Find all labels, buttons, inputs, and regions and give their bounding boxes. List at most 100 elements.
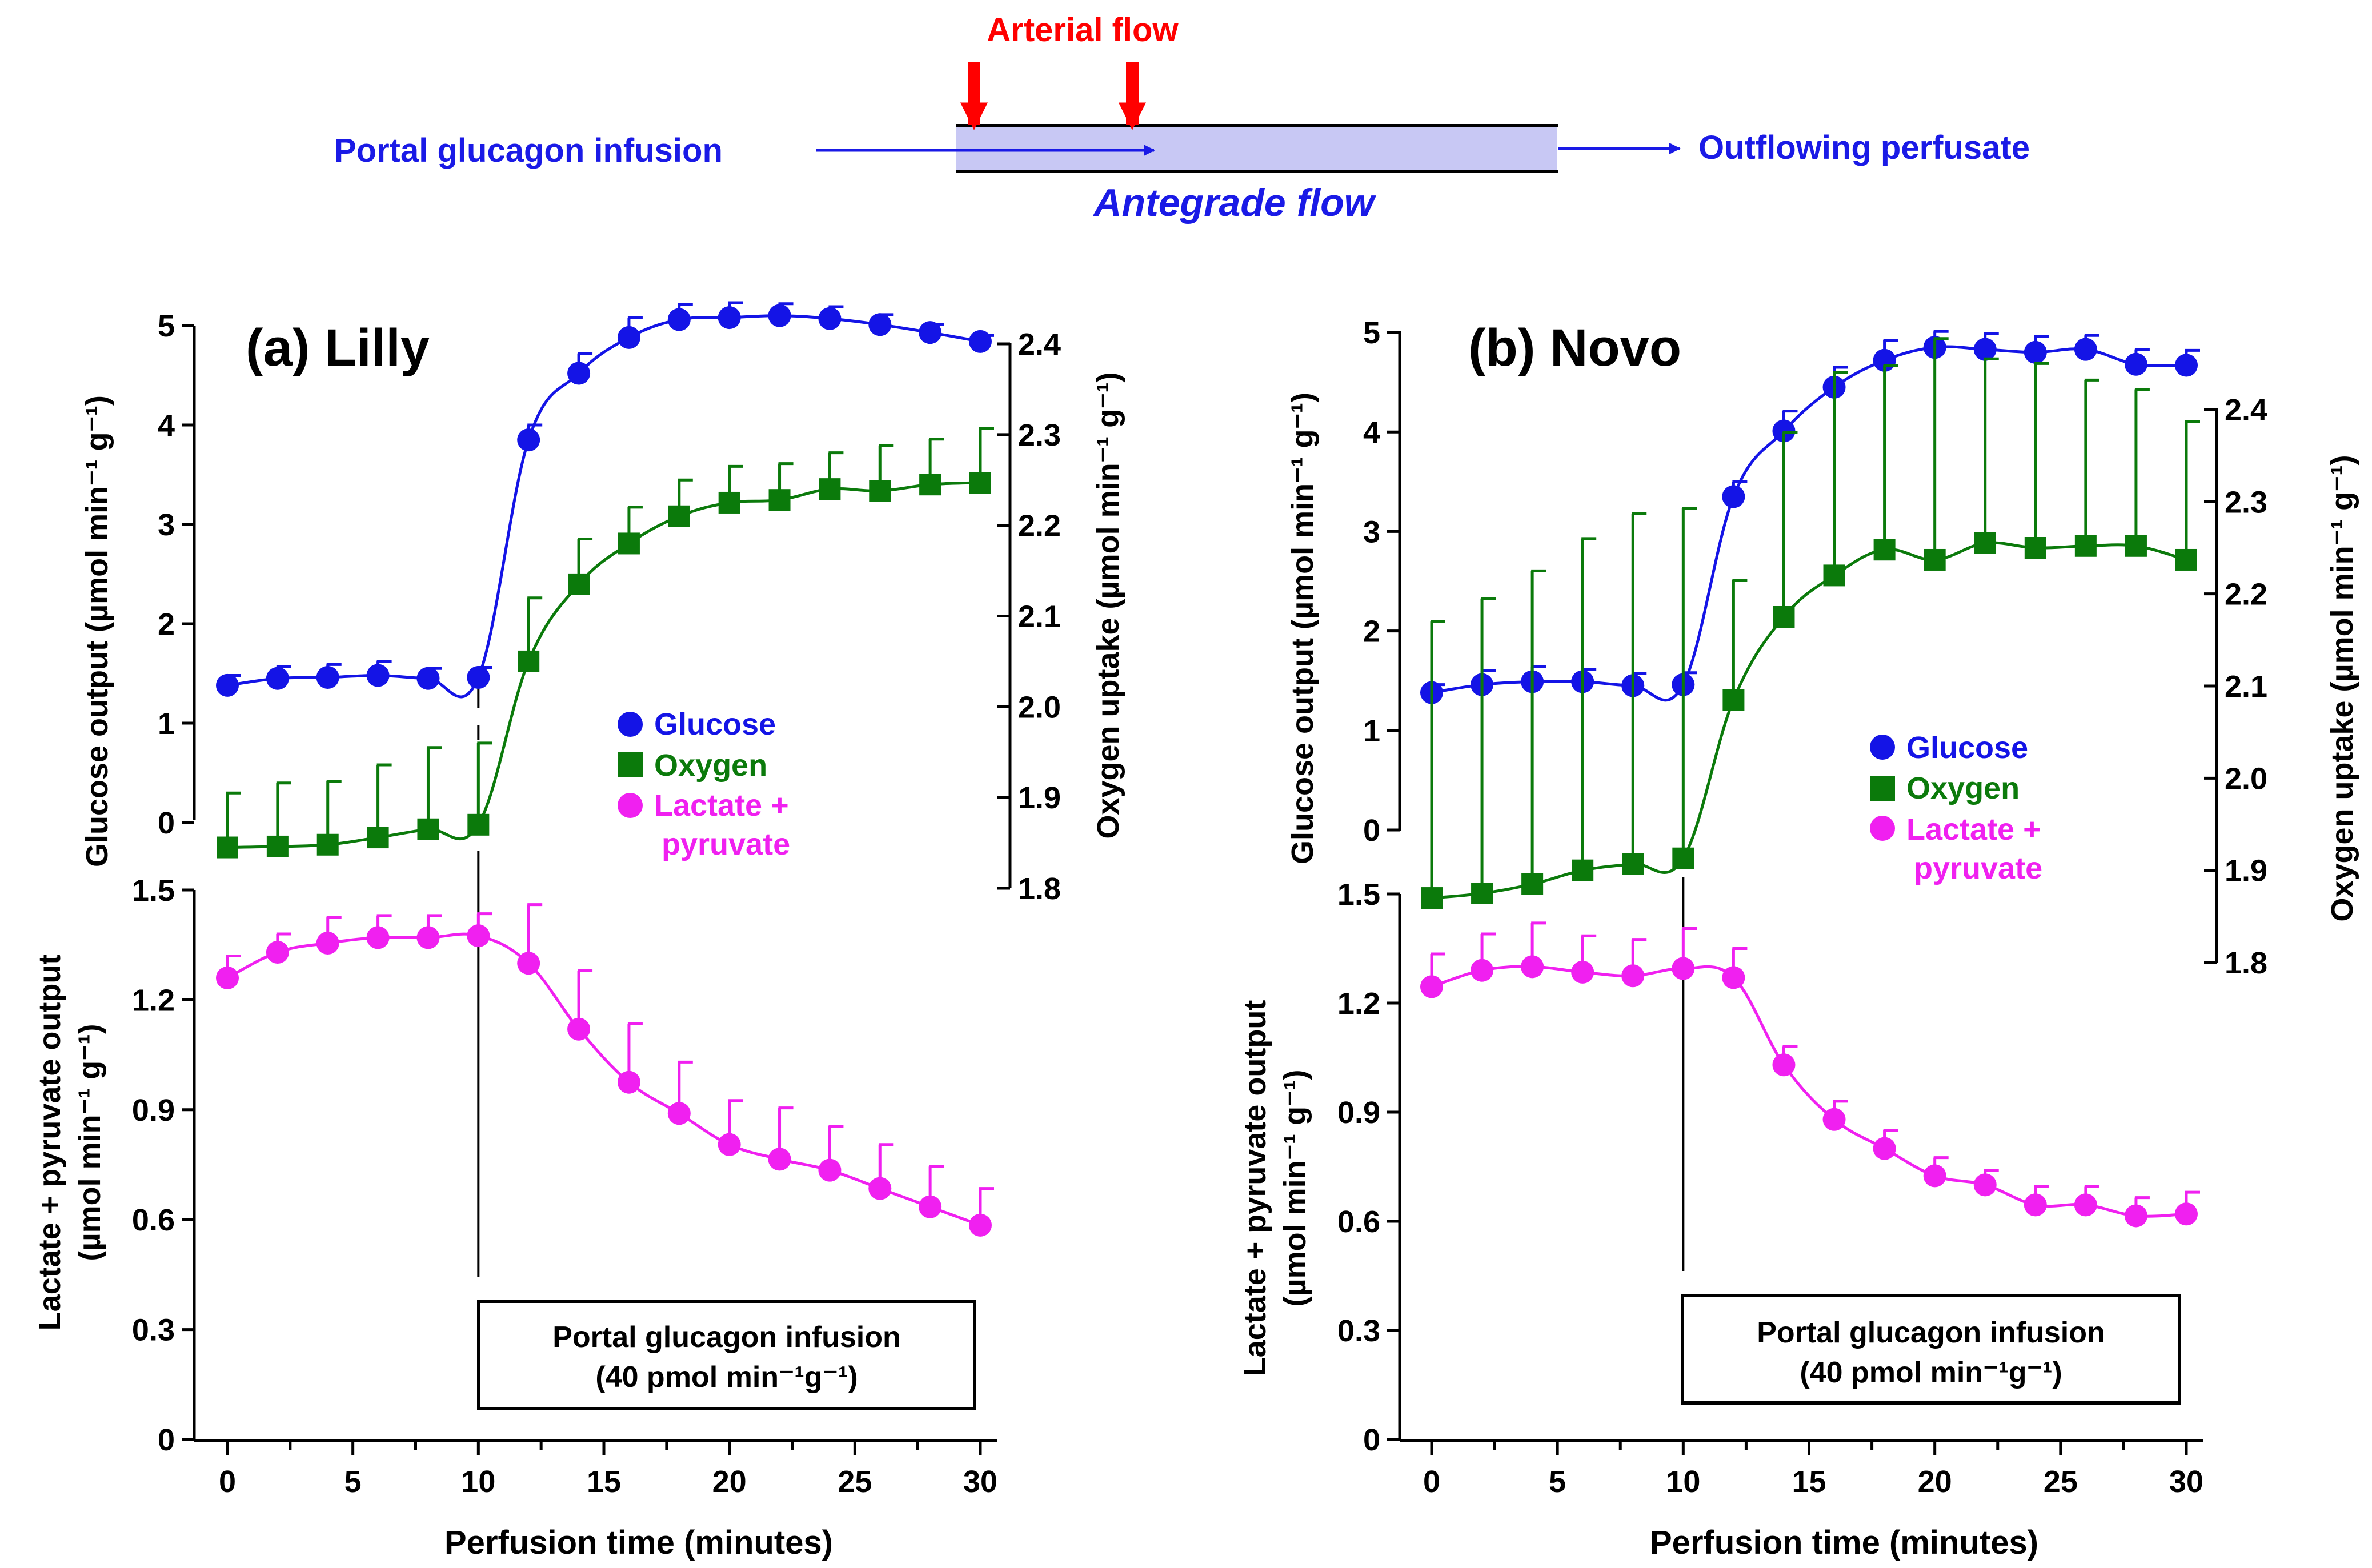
x-tick-label: 0 (1423, 1465, 1440, 1499)
lactate-point (2074, 1193, 2097, 1217)
x-tick-label: 15 (1792, 1465, 1826, 1499)
oxygen-point (1471, 883, 1493, 904)
oxygen-point (1873, 539, 1896, 561)
glucose-point (2074, 338, 2097, 361)
antegrade-flow-label: Antegrade flow (1092, 181, 1376, 224)
lactate-y-tick-label: 1.5 (1337, 877, 1380, 912)
oxygen-point (217, 836, 238, 859)
lactate-y-tick-label: 0.3 (1337, 1314, 1380, 1348)
legend-lactate-marker (1870, 816, 1895, 841)
panel-b-lactate-ylabel-line2: (µmol min⁻¹ g⁻¹) (1278, 1069, 1312, 1306)
panel-b-infusion-box-line1: Portal glucagon infusion (1757, 1316, 2105, 1349)
glucose-y-tick-label: 1 (158, 707, 175, 741)
oxygen-y-tick-label: 2.2 (2225, 578, 2267, 612)
oxygen-y-tick-label: 2.0 (2225, 761, 2267, 796)
x-tick-label: 20 (1918, 1465, 1952, 1499)
glucose-point (567, 362, 591, 385)
glucose-point (969, 330, 992, 353)
lactate-point (1973, 1173, 1997, 1197)
glucose-y-tick-label: 0 (158, 806, 175, 840)
glucose-point (818, 307, 842, 330)
glucose-point (718, 306, 741, 330)
glucose-point (617, 326, 640, 349)
oxygen-point (2125, 535, 2147, 557)
lactate-point (667, 1102, 691, 1125)
glucose-y-tick-label: 2 (158, 607, 175, 641)
oxygen-point (1823, 564, 1845, 587)
panel-b-infusion-box-line2: (40 pmol min⁻¹g⁻¹) (1800, 1356, 2062, 1389)
lactate-point (818, 1158, 842, 1182)
oxygen-point (768, 489, 791, 511)
lactate-point (969, 1213, 992, 1237)
lactate-point (617, 1070, 640, 1094)
oxygen-point (718, 491, 740, 514)
panel-a-oxygen-ylabel: Oxygen uptake (µmol min⁻¹ g⁻¹) (1091, 372, 1125, 839)
oxygen-point (969, 472, 991, 494)
glucose-point (919, 321, 942, 344)
lactate-y-tick-label: 0.9 (132, 1093, 175, 1128)
lactate-y-tick-label: 0.6 (132, 1203, 175, 1237)
oxygen-point (2024, 537, 2046, 559)
oxygen-point (518, 650, 540, 672)
oxygen-point (568, 573, 590, 595)
glucose-point (868, 313, 892, 336)
panel-b-oxygen-ylabel: Oxygen uptake (µmol min⁻¹ g⁻¹) (2325, 455, 2359, 921)
lactate-point (517, 952, 540, 975)
oxygen-point (2074, 535, 2097, 557)
glucose-y-tick-label: 3 (1363, 515, 1380, 549)
lactate-point (868, 1177, 892, 1200)
oxygen-point (668, 505, 690, 527)
panel-axes: 0 1 2 3 4 5 1.8 1.9 2.0 2.1 2.2 2.3 2.4 0 0.3 0.6 0.9 1.2… (1337, 316, 2267, 1499)
oxygen-point (1722, 689, 1745, 711)
lactate-point (266, 941, 289, 964)
legend-glucose-marker (1870, 735, 1895, 760)
panel-b-legend: Glucose Oxygen Lactate + pyruvate (1870, 731, 2042, 885)
oxygen-y-tick-label: 2.3 (2225, 485, 2267, 519)
lactate-y-tick-label: 0.9 (1337, 1096, 1380, 1130)
oxygen-y-tick-label: 2.1 (1018, 600, 1061, 634)
legend-glucose-label: Glucose (654, 707, 776, 741)
lactate-point (1772, 1053, 1796, 1077)
lactate-point (768, 1148, 791, 1171)
glucose-point (467, 665, 490, 689)
lactate-y-tick-label: 0 (158, 1423, 175, 1457)
lactate-point (919, 1195, 942, 1218)
panel-a-lactate-ylabel-line2: (µmol min⁻¹ g⁻¹) (73, 1024, 107, 1261)
lactate-point (1722, 966, 1745, 989)
glucose-point (2124, 352, 2147, 376)
glucose-y-tick-label: 5 (1363, 316, 1380, 350)
glucose-y-tick-label: 0 (1363, 813, 1380, 848)
panel-b-title: (b) Novo (1468, 319, 1681, 377)
lactate-point (1873, 1137, 1896, 1160)
legend-lactate-label-line1: Lactate + (1906, 812, 2041, 847)
oxygen-point (2175, 548, 2197, 571)
oxygen-point (1924, 548, 1946, 571)
lactate-series-line (226, 932, 981, 1227)
lactate-y-tick-label: 1.5 (132, 873, 175, 908)
panel-b-infusion-box-frame (1681, 1294, 2181, 1405)
glucose-point (667, 308, 691, 331)
glucose-point (416, 667, 440, 690)
panel-a-title: (a) Lilly (246, 319, 430, 377)
glucose-point (216, 673, 239, 697)
legend-lactate-label-line1: Lactate + (654, 788, 789, 823)
panel-a-xlabel: Perfusion time (minutes) (444, 1524, 833, 1561)
legend-lactate-marker (618, 793, 643, 818)
oxygen-point (467, 813, 490, 836)
x-tick-label: 30 (963, 1465, 997, 1499)
outflow-label: Outflowing perfusate (1698, 129, 2030, 166)
legend-oxygen-label: Oxygen (654, 748, 767, 783)
lactate-point (216, 966, 239, 989)
panel-a-glucose-ylabel: Glucose output (µmol min⁻¹ g⁻¹) (80, 395, 114, 867)
x-tick-label: 30 (2169, 1465, 2203, 1499)
legend-glucose-marker (618, 712, 643, 737)
x-tick-label: 25 (838, 1465, 872, 1499)
x-tick-label: 20 (712, 1465, 747, 1499)
lactate-y-tick-label: 1.2 (132, 983, 175, 1017)
x-tick-label: 10 (1666, 1465, 1700, 1499)
lactate-point (2175, 1202, 2198, 1226)
lactate-point (1420, 975, 1443, 998)
glucose-point (1772, 419, 1796, 443)
lactate-point (316, 931, 339, 955)
glucose-point (2024, 340, 2047, 364)
